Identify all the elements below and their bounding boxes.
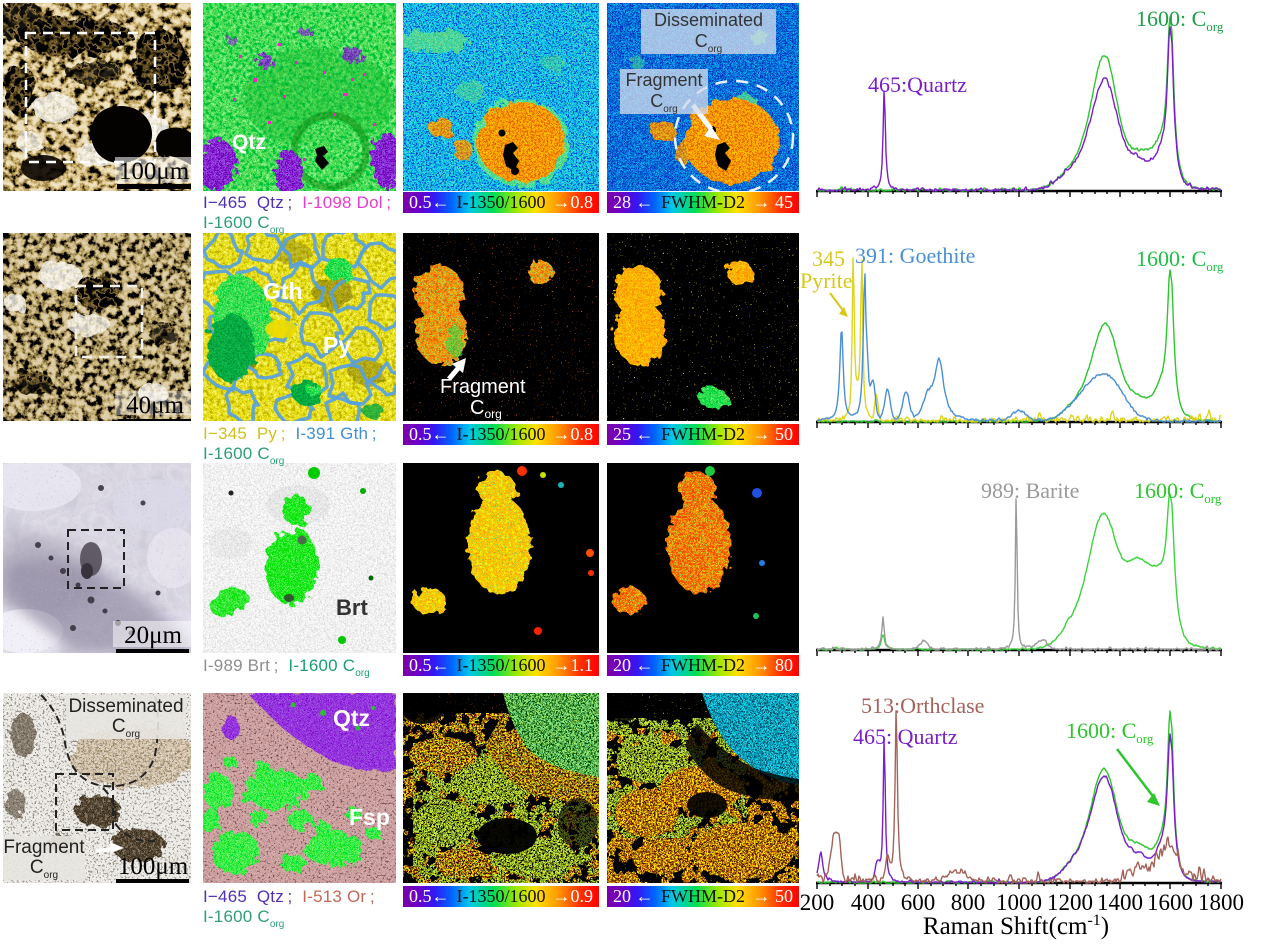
svg-text:465:Quartz: 465:Quartz xyxy=(868,72,967,97)
svg-text:400: 400 xyxy=(851,890,886,915)
svg-text:1600: Corg: 1600: Corg xyxy=(1134,478,1222,506)
svg-text:391: Goethite: 391: Goethite xyxy=(855,243,975,268)
svg-text:Gth: Gth xyxy=(263,278,303,304)
svg-text:200: 200 xyxy=(800,890,835,915)
svg-text:100μm: 100μm xyxy=(118,853,189,880)
svg-text:513:Orthclase: 513:Orthclase xyxy=(861,693,984,718)
svg-text:Pyrite: Pyrite xyxy=(800,268,853,293)
svg-text:1600: 1600 xyxy=(1147,890,1193,915)
svg-text:20μm: 20μm xyxy=(124,622,182,649)
svg-text:Brt: Brt xyxy=(336,595,368,620)
svg-text:1600: Corg: 1600: Corg xyxy=(1066,718,1154,746)
svg-text:345: 345 xyxy=(812,246,845,271)
svg-text:800: 800 xyxy=(951,890,986,915)
svg-text:989: Barite: 989: Barite xyxy=(981,478,1079,503)
svg-text:40μm: 40μm xyxy=(126,392,184,419)
svg-text:1800: 1800 xyxy=(1198,890,1244,915)
svg-text:100μm: 100μm xyxy=(119,158,190,185)
svg-text:1200: 1200 xyxy=(1047,890,1093,915)
svg-text:1400: 1400 xyxy=(1097,890,1143,915)
svg-text:Qtz: Qtz xyxy=(333,705,370,731)
svg-text:600: 600 xyxy=(901,890,936,915)
svg-text:Fragment: Fragment xyxy=(440,376,526,398)
svg-text:1600: Corg: 1600: Corg xyxy=(1136,6,1224,34)
svg-text:Py: Py xyxy=(323,332,351,358)
svg-text:465: Quartz: 465: Quartz xyxy=(853,724,958,749)
svg-text:Raman Shift(cm-1): Raman Shift(cm-1) xyxy=(923,912,1109,940)
svg-text:1000: 1000 xyxy=(996,890,1042,915)
svg-text:1600: Corg: 1600: Corg xyxy=(1136,246,1224,274)
svg-text:Fsp: Fsp xyxy=(349,804,390,830)
svg-text:Qtz: Qtz xyxy=(232,131,266,154)
